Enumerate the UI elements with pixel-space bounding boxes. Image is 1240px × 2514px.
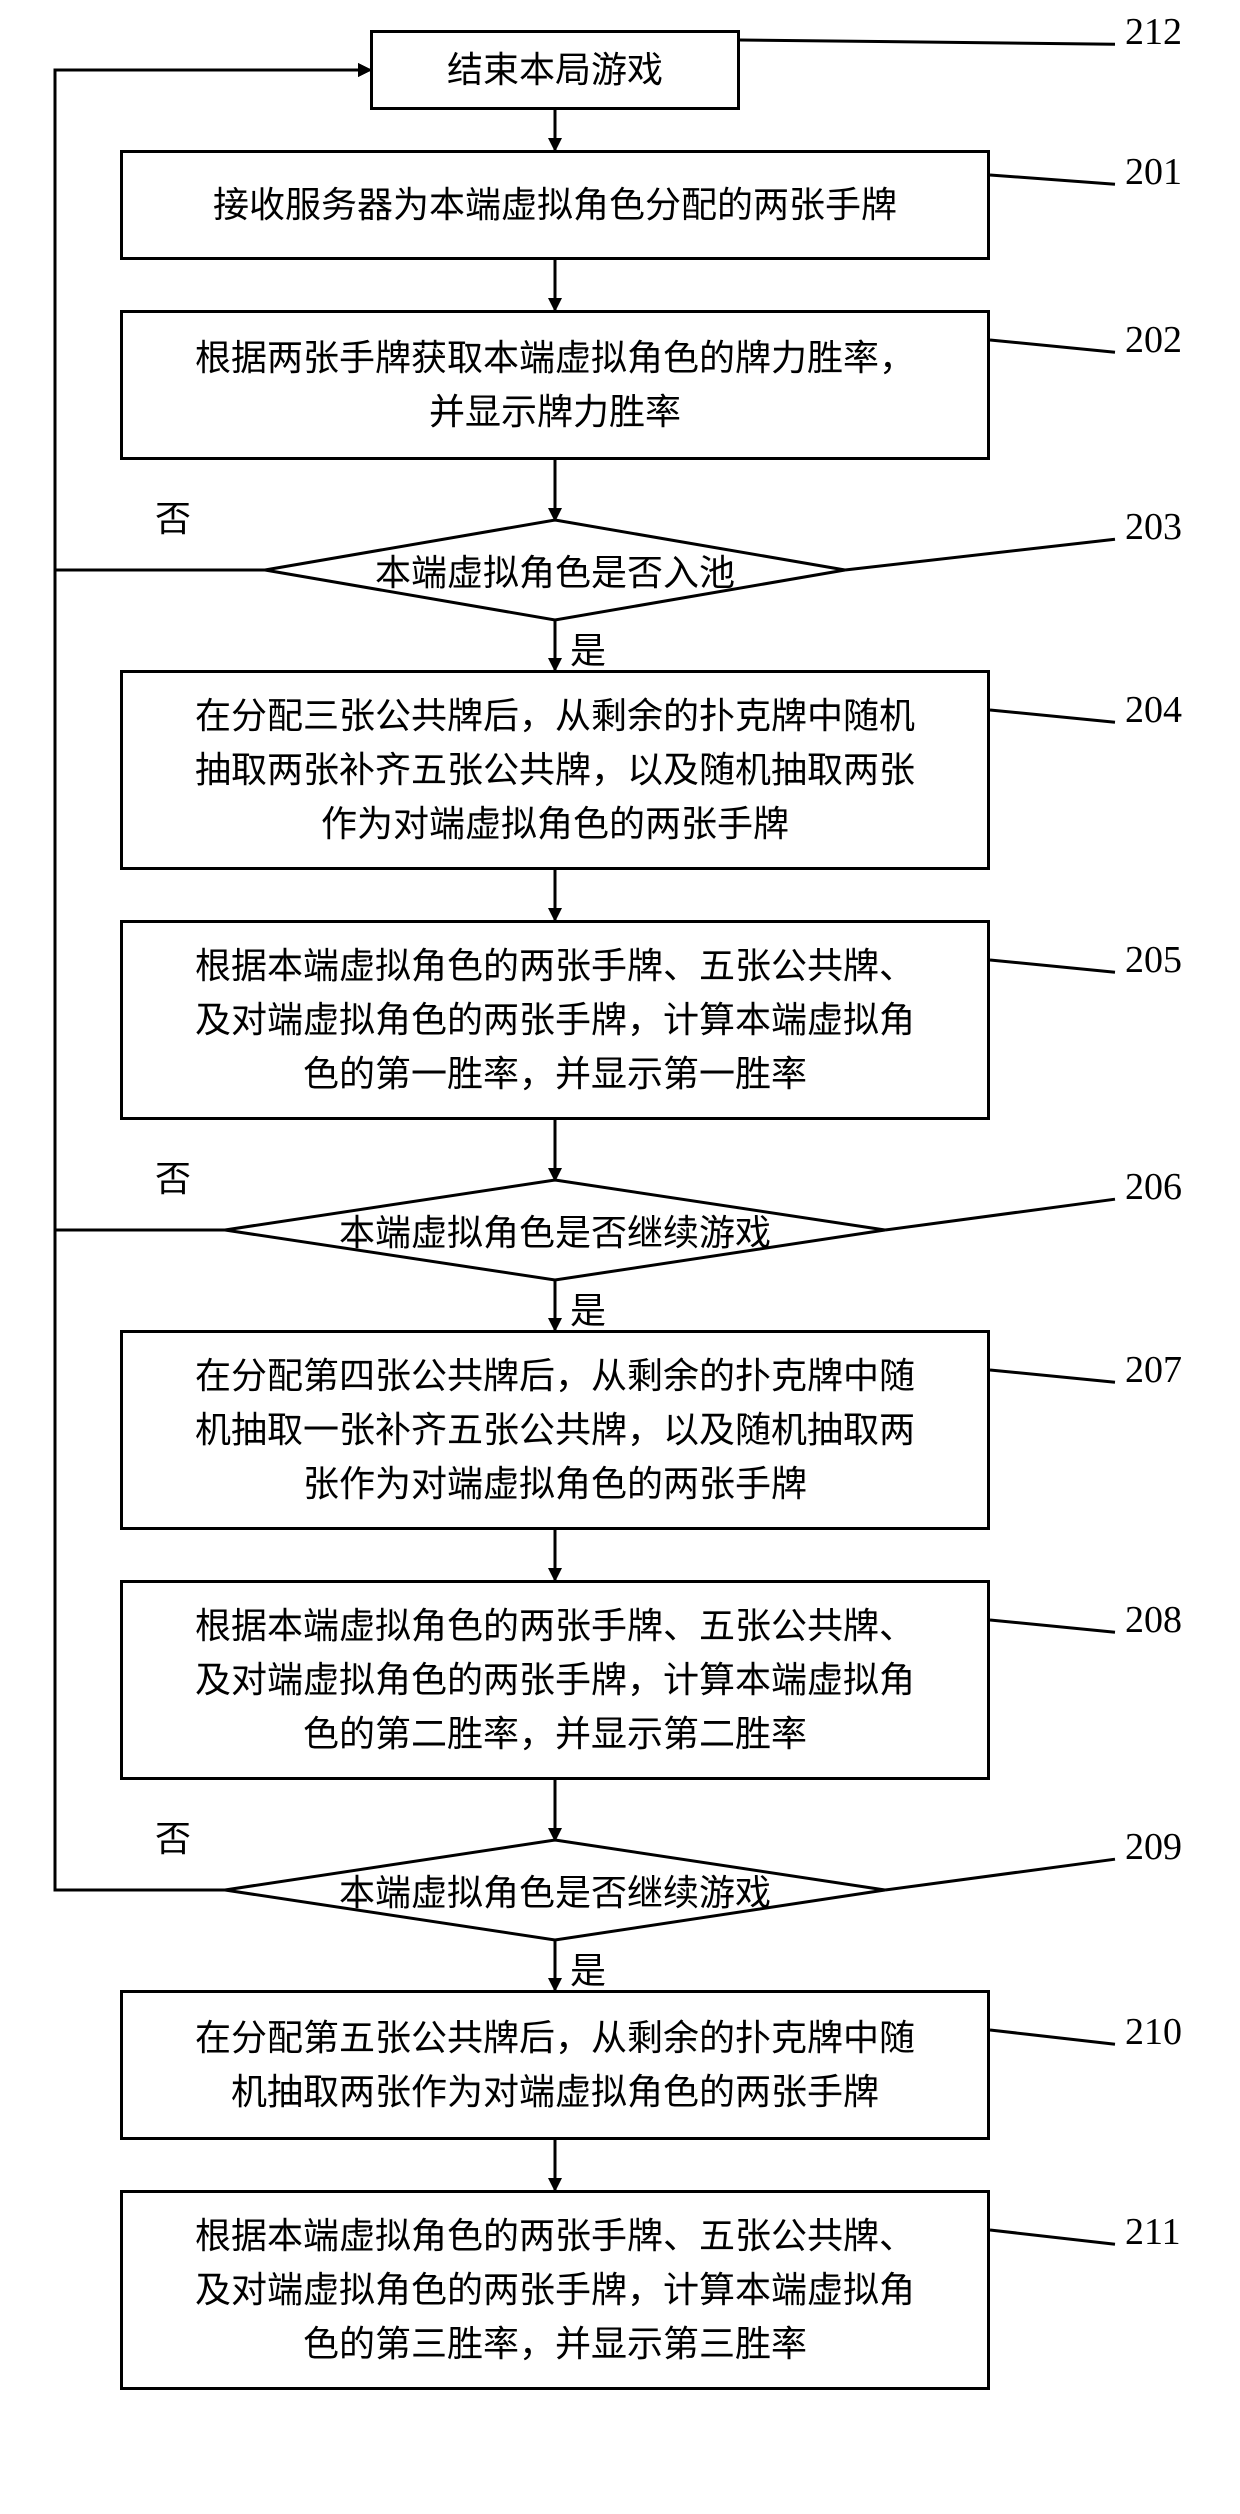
yes-label-209: 是 bbox=[570, 1942, 606, 1994]
yes-label-203: 是 bbox=[570, 622, 606, 674]
flowchart-canvas: 结束本局游戏 接收服务器为本端虚拟角色分配的两张手牌 根据两张手牌获取本端虚拟角… bbox=[0, 0, 1240, 2514]
box-208-text: 根据本端虚拟角色的两张手牌、五张公共牌、 及对端虚拟角色的两张手牌，计算本端虚拟… bbox=[195, 1599, 915, 1761]
decision-206-text: 本端虚拟角色是否继续游戏 bbox=[225, 1204, 885, 1256]
decision-209: 本端虚拟角色是否继续游戏 bbox=[225, 1840, 885, 1940]
box-211: 根据本端虚拟角色的两张手牌、五张公共牌、 及对端虚拟角色的两张手牌，计算本端虚拟… bbox=[120, 2190, 990, 2390]
ref-207: 207 bbox=[1125, 1348, 1182, 1392]
box-212-text: 结束本局游戏 bbox=[447, 43, 663, 97]
ref-206: 206 bbox=[1125, 1165, 1182, 1209]
ref-211: 211 bbox=[1125, 2210, 1181, 2254]
no-label-206: 否 bbox=[155, 1150, 191, 1202]
decision-203: 本端虚拟角色是否入池 bbox=[265, 520, 845, 620]
ref-203: 203 bbox=[1125, 505, 1182, 549]
decision-206: 本端虚拟角色是否继续游戏 bbox=[225, 1180, 885, 1280]
ref-202: 202 bbox=[1125, 318, 1182, 362]
box-211-text: 根据本端虚拟角色的两张手牌、五张公共牌、 及对端虚拟角色的两张手牌，计算本端虚拟… bbox=[195, 2209, 915, 2371]
box-210: 在分配第五张公共牌后，从剩余的扑克牌中随 机抽取两张作为对端虚拟角色的两张手牌 bbox=[120, 1990, 990, 2140]
box-201: 接收服务器为本端虚拟角色分配的两张手牌 bbox=[120, 150, 990, 260]
box-207-text: 在分配第四张公共牌后，从剩余的扑克牌中随 机抽取一张补齐五张公共牌，以及随机抽取… bbox=[195, 1349, 915, 1511]
no-label-203: 否 bbox=[155, 490, 191, 542]
box-204-text: 在分配三张公共牌后，从剩余的扑克牌中随机 抽取两张补齐五张公共牌，以及随机抽取两… bbox=[195, 689, 915, 851]
box-207: 在分配第四张公共牌后，从剩余的扑克牌中随 机抽取一张补齐五张公共牌，以及随机抽取… bbox=[120, 1330, 990, 1530]
decision-209-text: 本端虚拟角色是否继续游戏 bbox=[225, 1864, 885, 1916]
ref-201: 201 bbox=[1125, 150, 1182, 194]
ref-212: 212 bbox=[1125, 10, 1182, 54]
box-205-text: 根据本端虚拟角色的两张手牌、五张公共牌、 及对端虚拟角色的两张手牌，计算本端虚拟… bbox=[195, 939, 915, 1101]
ref-209: 209 bbox=[1125, 1825, 1182, 1869]
box-204: 在分配三张公共牌后，从剩余的扑克牌中随机 抽取两张补齐五张公共牌，以及随机抽取两… bbox=[120, 670, 990, 870]
box-202-text: 根据两张手牌获取本端虚拟角色的牌力胜率， 并显示牌力胜率 bbox=[195, 331, 915, 439]
ref-210: 210 bbox=[1125, 2010, 1182, 2054]
box-202: 根据两张手牌获取本端虚拟角色的牌力胜率， 并显示牌力胜率 bbox=[120, 310, 990, 460]
no-label-209: 否 bbox=[155, 1810, 191, 1862]
box-201-text: 接收服务器为本端虚拟角色分配的两张手牌 bbox=[213, 178, 897, 232]
yes-label-206: 是 bbox=[570, 1282, 606, 1334]
ref-208: 208 bbox=[1125, 1598, 1182, 1642]
ref-205: 205 bbox=[1125, 938, 1182, 982]
box-210-text: 在分配第五张公共牌后，从剩余的扑克牌中随 机抽取两张作为对端虚拟角色的两张手牌 bbox=[195, 2011, 915, 2119]
box-208: 根据本端虚拟角色的两张手牌、五张公共牌、 及对端虚拟角色的两张手牌，计算本端虚拟… bbox=[120, 1580, 990, 1780]
box-212-end-game: 结束本局游戏 bbox=[370, 30, 740, 110]
ref-204: 204 bbox=[1125, 688, 1182, 732]
decision-203-text: 本端虚拟角色是否入池 bbox=[265, 544, 845, 596]
box-205: 根据本端虚拟角色的两张手牌、五张公共牌、 及对端虚拟角色的两张手牌，计算本端虚拟… bbox=[120, 920, 990, 1120]
